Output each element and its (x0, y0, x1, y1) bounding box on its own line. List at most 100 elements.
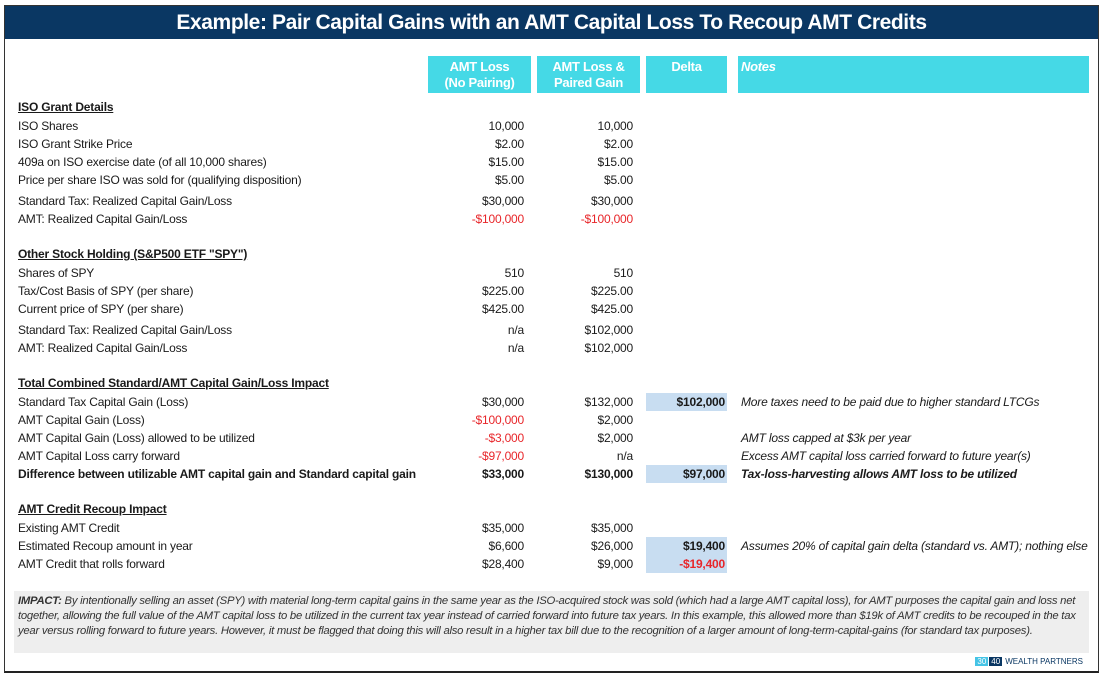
column-header-delta: Delta (646, 56, 727, 93)
table-row: Standard Tax: Realized Capital Gain/Loss… (0, 321, 1105, 339)
value-paired-gain: $35,000 (591, 521, 633, 535)
row-label: ISO Grant Strike Price (18, 137, 133, 151)
table-row: Estimated Recoup amount in year $6,600 $26… (0, 537, 1105, 555)
value-no-pairing: $425.00 (482, 302, 524, 316)
row-label: 409a on ISO exercise date (of all 10,000… (18, 155, 267, 169)
value-paired-gain: $132,000 (584, 395, 634, 409)
table-row: AMT: Realized Capital Gain/Loss n/a $102,0… (0, 339, 1105, 357)
value-paired-gain: $2.00 (603, 137, 633, 151)
page-frame (4, 5, 1099, 673)
impact-label: IMPACT: (18, 595, 62, 607)
table-row: 409a on ISO exercise date (of all 10,000… (0, 153, 1105, 171)
header-line: Paired Gain (554, 75, 623, 90)
company-logo: 30 40 WEALTH PARTNERS (975, 657, 1083, 666)
value-paired-gain: $5.00 (603, 173, 633, 187)
value-paired-gain: $9,000 (597, 557, 633, 571)
value-paired-gain: $15.00 (597, 155, 633, 169)
value-no-pairing: $6,600 (488, 539, 524, 553)
table-row: Difference between utilizable AMT capita… (0, 465, 1105, 483)
value-delta: $19,400 (646, 537, 727, 555)
table-row: AMT Capital Loss carry forward -$97,000 n/… (0, 447, 1105, 465)
value-no-pairing: $33,000 (482, 467, 524, 481)
row-label: Standard Tax: Realized Capital Gain/Loss (18, 194, 232, 208)
row-note: AMT loss capped at $3k per year (741, 431, 911, 445)
row-label: Price per share ISO was sold for (qualif… (18, 173, 302, 187)
value-paired-gain: $2,000 (597, 413, 633, 427)
value-paired-gain: $30,000 (591, 194, 633, 208)
section-title: AMT Credit Recoup Impact (18, 502, 167, 516)
logo-text: WEALTH PARTNERS (1005, 657, 1083, 666)
row-label: ISO Shares (18, 119, 79, 133)
header-line: (No Pairing) (444, 75, 515, 90)
row-label: Estimated Recoup amount in year (18, 539, 193, 553)
value-delta: $102,000 (646, 393, 727, 411)
value-no-pairing: $28,400 (482, 557, 524, 571)
value-paired-gain: $425.00 (591, 302, 633, 316)
value-paired-gain: $225.00 (591, 284, 633, 298)
value-paired-gain: $102,000 (584, 323, 634, 337)
row-label: AMT Credit that rolls forward (18, 557, 165, 571)
row-label: Current price of SPY (per share) (18, 302, 184, 316)
value-no-pairing: $15.00 (488, 155, 524, 169)
table-row: AMT Capital Gain (Loss) -$100,000 $2,000 (0, 411, 1105, 429)
value-no-pairing: n/a (507, 323, 524, 337)
row-label: Existing AMT Credit (18, 521, 120, 535)
table-row: Tax/Cost Basis of SPY (per share) $225.00… (0, 282, 1105, 300)
header-line: AMT Loss & (552, 59, 625, 74)
table-row: AMT Credit that rolls forward $28,400 $9,0… (0, 555, 1105, 573)
row-label: AMT Capital Loss carry forward (18, 449, 180, 463)
value-no-pairing: $2.00 (494, 137, 524, 151)
value-no-pairing: -$3,000 (484, 431, 525, 445)
section-title: Total Combined Standard/AMT Capital Gain… (18, 376, 329, 390)
row-note: Assumes 20% of capital gain delta (stand… (741, 539, 1088, 553)
impact-note: IMPACT: By intentionally selling an asse… (14, 591, 1089, 653)
impact-text: By intentionally selling an asset (SPY) … (18, 595, 1076, 637)
value-paired-gain: -$100,000 (580, 212, 633, 226)
table-row: Existing AMT Credit $35,000 $35,000 (0, 519, 1105, 537)
section-title: Other Stock Holding (S&P500 ETF "SPY") (18, 247, 248, 261)
column-header-notes: Notes (738, 56, 1089, 93)
value-paired-gain: $130,000 (584, 467, 634, 481)
value-paired-gain: $102,000 (584, 341, 634, 355)
logo-mark-40: 40 (989, 657, 1003, 666)
row-label: AMT: Realized Capital Gain/Loss (18, 212, 188, 226)
table-row: AMT: Realized Capital Gain/Loss -$100,000… (0, 210, 1105, 228)
value-paired-gain: n/a (616, 449, 633, 463)
row-label: AMT Capital Gain (Loss) (18, 413, 145, 427)
value-delta: $97,000 (646, 465, 727, 483)
table-row: Shares of SPY 510 510 (0, 264, 1105, 282)
row-label: AMT Capital Gain (Loss) allowed to be ut… (18, 431, 255, 445)
table-row: ISO Shares 10,000 10,000 (0, 117, 1105, 135)
row-label: Difference between utilizable AMT capita… (18, 467, 416, 481)
value-paired-gain: 510 (613, 266, 634, 280)
column-header-amt-loss-no-pairing: AMT Loss (No Pairing) (428, 56, 531, 93)
table-row: Current price of SPY (per share) $425.00 $… (0, 300, 1105, 318)
section-title: ISO Grant Details (18, 100, 114, 114)
value-paired-gain: $26,000 (591, 539, 633, 553)
value-no-pairing: $35,000 (482, 521, 524, 535)
value-paired-gain: 10,000 (597, 119, 633, 133)
value-no-pairing: $5.00 (494, 173, 524, 187)
column-header-amt-loss-paired-gain: AMT Loss & Paired Gain (537, 56, 640, 93)
row-label: Shares of SPY (18, 266, 95, 280)
table-row: Standard Tax Capital Gain (Loss) $30,000 $… (0, 393, 1105, 411)
value-paired-gain: $2,000 (597, 431, 633, 445)
value-no-pairing: $30,000 (482, 194, 524, 208)
table-row: ISO Grant Strike Price $2.00 $2.00 (0, 135, 1105, 153)
row-label: Standard Tax: Realized Capital Gain/Loss (18, 323, 232, 337)
value-no-pairing: 510 (504, 266, 525, 280)
value-no-pairing: $225.00 (482, 284, 524, 298)
value-no-pairing: $30,000 (482, 395, 524, 409)
logo-mark-30: 30 (975, 657, 989, 666)
value-no-pairing: n/a (507, 341, 524, 355)
row-label: Tax/Cost Basis of SPY (per share) (18, 284, 194, 298)
row-note: More taxes need to be paid due to higher… (741, 395, 1040, 409)
row-note: Excess AMT capital loss carried forward … (741, 449, 1031, 463)
table-row: AMT Capital Gain (Loss) allowed to be ut… (0, 429, 1105, 447)
table-row: Standard Tax: Realized Capital Gain/Loss… (0, 192, 1105, 210)
table-row: Price per share ISO was sold for (qualif… (0, 171, 1105, 189)
value-no-pairing: 10,000 (488, 119, 524, 133)
row-note: Tax-loss-harvesting allows AMT loss to b… (741, 467, 1017, 481)
value-no-pairing: -$100,000 (471, 212, 524, 226)
header-line: AMT Loss (449, 59, 510, 74)
